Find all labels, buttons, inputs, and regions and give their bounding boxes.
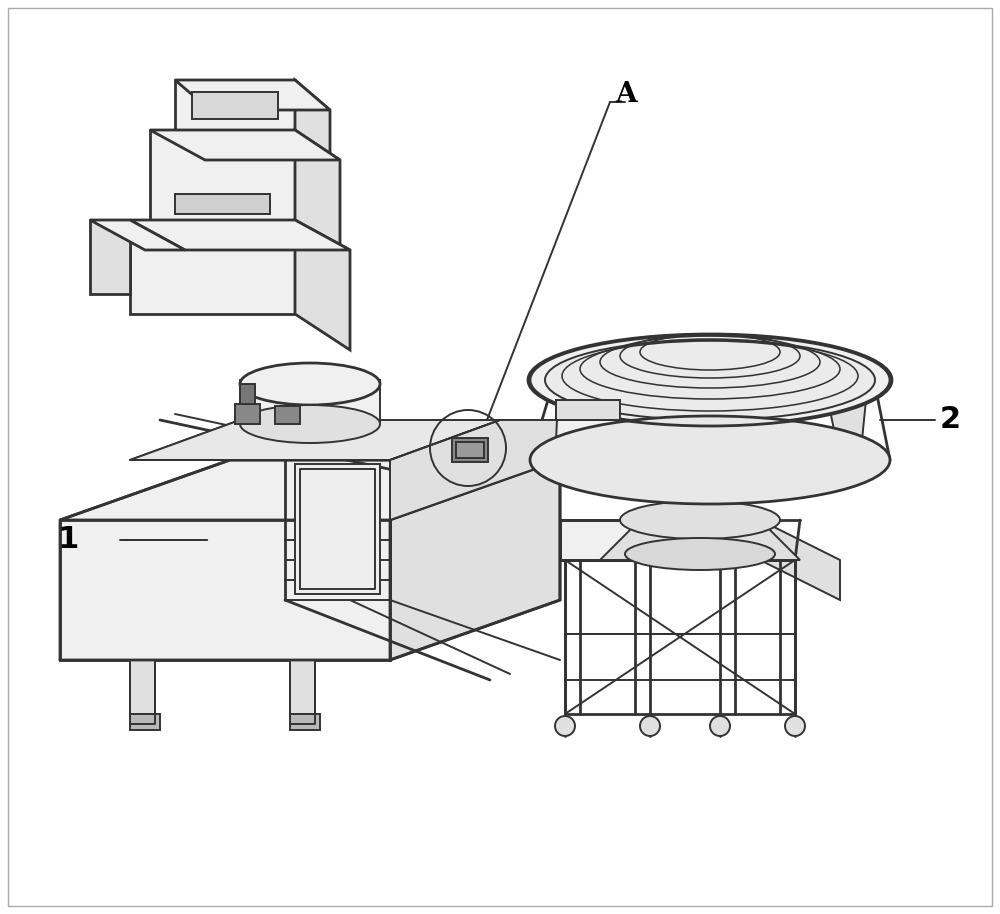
Polygon shape <box>295 130 340 250</box>
Polygon shape <box>390 420 560 520</box>
Text: 1: 1 <box>57 526 79 555</box>
Polygon shape <box>240 384 255 404</box>
Polygon shape <box>192 92 278 119</box>
Polygon shape <box>820 360 870 460</box>
Polygon shape <box>130 660 155 714</box>
Polygon shape <box>60 460 560 520</box>
Circle shape <box>238 157 262 181</box>
Polygon shape <box>452 438 488 462</box>
Polygon shape <box>240 380 380 424</box>
Polygon shape <box>390 460 560 660</box>
Polygon shape <box>600 520 800 560</box>
Ellipse shape <box>625 538 775 570</box>
Polygon shape <box>295 464 380 594</box>
Ellipse shape <box>240 363 380 405</box>
Polygon shape <box>560 520 760 560</box>
Ellipse shape <box>545 340 875 420</box>
Circle shape <box>555 716 575 736</box>
Polygon shape <box>150 130 295 220</box>
Circle shape <box>785 716 805 736</box>
Text: A: A <box>615 80 637 108</box>
Circle shape <box>710 716 730 736</box>
Polygon shape <box>175 80 295 130</box>
Polygon shape <box>150 130 340 160</box>
Ellipse shape <box>530 335 890 425</box>
Polygon shape <box>295 80 330 160</box>
Polygon shape <box>130 220 350 250</box>
Polygon shape <box>175 194 270 214</box>
Polygon shape <box>275 406 300 424</box>
Polygon shape <box>130 714 160 730</box>
Polygon shape <box>760 520 840 600</box>
Polygon shape <box>555 360 660 460</box>
Polygon shape <box>290 714 320 730</box>
Circle shape <box>174 157 198 181</box>
Circle shape <box>206 157 230 181</box>
Polygon shape <box>290 660 315 714</box>
Polygon shape <box>130 220 295 314</box>
Polygon shape <box>130 420 500 460</box>
Polygon shape <box>90 220 130 294</box>
Polygon shape <box>90 220 185 250</box>
Ellipse shape <box>530 416 890 504</box>
Polygon shape <box>295 220 350 350</box>
Polygon shape <box>556 400 620 420</box>
Ellipse shape <box>620 501 780 539</box>
Text: 2: 2 <box>939 406 961 434</box>
Polygon shape <box>175 80 330 110</box>
Polygon shape <box>235 404 260 424</box>
Polygon shape <box>60 520 390 660</box>
Ellipse shape <box>240 405 380 443</box>
Circle shape <box>640 716 660 736</box>
Polygon shape <box>456 442 484 458</box>
